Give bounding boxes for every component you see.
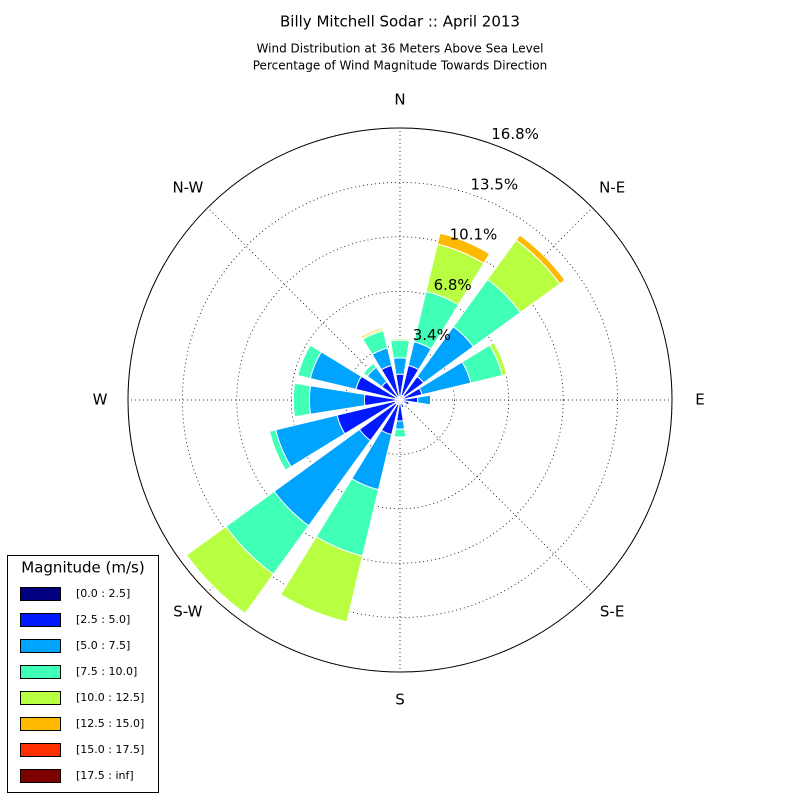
theta-tick-label: S-E — [600, 603, 624, 621]
grid-spoke — [207, 207, 401, 401]
theta-tick-label: W — [93, 391, 108, 409]
legend-swatch — [20, 639, 61, 653]
polar-frame — [127, 127, 673, 673]
r-tick-label: 16.8% — [491, 125, 539, 143]
bar-segment — [280, 594, 347, 623]
legend-swatch — [20, 717, 61, 731]
bar-segment — [390, 337, 410, 340]
grid-ring — [345, 345, 455, 455]
bar-segment — [362, 362, 374, 374]
r-tick-label: 13.5% — [470, 175, 518, 193]
legend: Magnitude (m/s) [0.0 : 2.5] [2.5 : 5.0] [5… — [7, 555, 159, 793]
bar-segment — [390, 339, 410, 359]
legend-label: [10.0 : 12.5] — [76, 691, 144, 704]
bar-segment — [292, 383, 295, 417]
theta-tick-label: N-W — [172, 178, 203, 196]
theta-tick-label: N-E — [599, 178, 625, 196]
legend-label: [12.5 : 15.0] — [76, 717, 144, 730]
legend-swatch — [20, 587, 61, 601]
bar-segment — [519, 234, 566, 281]
legend-swatch — [20, 665, 61, 679]
bar-segment — [292, 382, 312, 418]
legend-label: [0.0 : 2.5] — [76, 587, 130, 600]
chart-subtitle: Percentage of Wind Magnitude Towards Dir… — [253, 59, 547, 73]
bar-segment — [417, 394, 432, 406]
r-tick-label: 10.1% — [450, 226, 498, 244]
bar-segment — [392, 357, 408, 375]
theta-tick-label: E — [695, 391, 704, 409]
chart-title: Billy Mitchell Sodar :: April 2013 — [280, 13, 520, 31]
legend-label: [2.5 : 5.0] — [76, 613, 130, 626]
theta-tick-label: S-W — [173, 603, 202, 621]
bar-segment — [268, 431, 286, 471]
bar-segment — [393, 428, 407, 438]
legend-label: [15.0 : 17.5] — [76, 743, 144, 756]
legend-swatch — [20, 691, 61, 705]
r-tick-label: 3.4% — [413, 326, 451, 344]
legend-swatch — [20, 743, 61, 757]
theta-tick-label: N — [394, 91, 405, 109]
bar-segment — [401, 406, 405, 409]
legend-label: [7.5 : 10.0] — [76, 665, 137, 678]
bar-segment — [308, 385, 366, 415]
chart-subtitle: Wind Distribution at 36 Meters Above Sea… — [257, 42, 544, 56]
legend-swatch — [20, 613, 61, 627]
bar-segment — [186, 554, 246, 614]
legend-swatch — [20, 769, 61, 783]
legend-label: [5.0 : 7.5] — [76, 639, 130, 652]
theta-tick-label: S — [395, 691, 405, 709]
legend-label: [17.5 : inf] — [76, 769, 134, 782]
bar-segment — [394, 420, 406, 430]
legend-title: Magnitude (m/s) — [21, 559, 144, 577]
grid-ring — [236, 236, 564, 564]
r-tick-label: 6.8% — [434, 276, 472, 294]
grid-spoke — [399, 399, 593, 593]
grid-ring — [181, 181, 619, 619]
